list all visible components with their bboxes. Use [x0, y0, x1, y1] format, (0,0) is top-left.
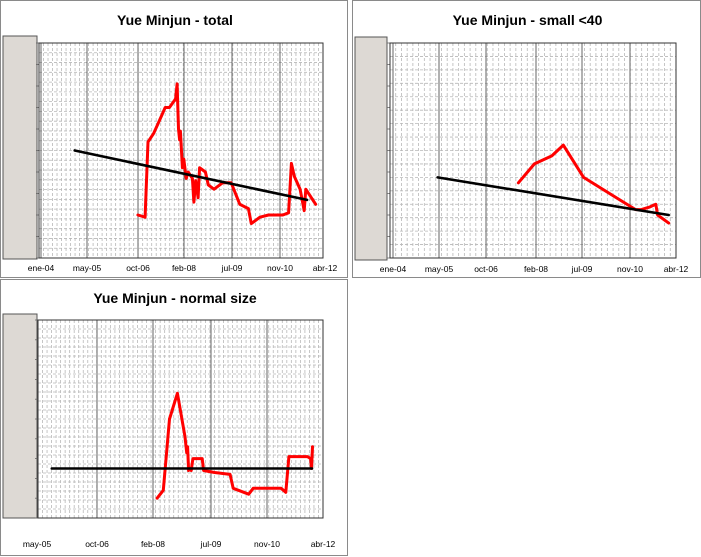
plot-area — [37, 319, 324, 519]
x-tick-label: ene-04 — [380, 264, 407, 274]
x-tick-label: oct-06 — [85, 539, 109, 549]
plot-grid — [387, 42, 676, 259]
x-tick-label: may-05 — [73, 263, 102, 273]
chart-title: Yue Minjun - small <40 — [453, 12, 603, 28]
x-tick-label: nov-10 — [617, 264, 643, 274]
x-tick-label: nov-10 — [254, 539, 280, 549]
x-tick-label: feb-08 — [524, 264, 548, 274]
x-tick-label: feb-08 — [172, 263, 196, 273]
legend-box — [354, 36, 388, 261]
legend-box — [2, 35, 38, 260]
chart-title: Yue Minjun - normal size — [93, 290, 257, 306]
plot-grid — [35, 319, 323, 519]
x-tick-label: feb-08 — [141, 539, 165, 549]
chart-svg: Yue Minjun - normal size may-05 oct-06 feb-… — [2, 290, 336, 549]
trend-line — [436, 176, 671, 217]
price-series-line — [155, 391, 314, 500]
chart-svg: Yue Minjun - total ene-04 may-05 oct-06 feb-… — [2, 12, 338, 273]
x-tick-label: jul-09 — [221, 263, 243, 273]
chart-title: Yue Minjun - total — [117, 12, 233, 28]
x-tick-label: jul-09 — [200, 539, 222, 549]
chart-svg: Yue Minjun - small <40 ene-04 may-05 oct-06… — [354, 12, 689, 274]
x-tick-label: oct-06 — [474, 264, 498, 274]
legend-box — [2, 313, 38, 519]
x-tick-label: abr-12 — [311, 539, 336, 549]
x-tick-label: may-05 — [23, 539, 52, 549]
x-tick-label: oct-06 — [126, 263, 150, 273]
x-tick-label: ene-04 — [28, 263, 55, 273]
chart-panel-total: Yue Minjun - total ene-04 may-05 oct-06 feb-… — [0, 0, 348, 278]
x-tick-label: abr-12 — [313, 263, 338, 273]
chart-panel-normal: Yue Minjun - normal size may-05 oct-06 feb-… — [0, 279, 348, 556]
price-series-line — [516, 143, 671, 225]
x-tick-label: jul-09 — [571, 264, 593, 274]
price-series-line — [136, 82, 318, 226]
x-tick-label: may-05 — [425, 264, 454, 274]
trend-line — [73, 149, 309, 202]
x-tick-label: nov-10 — [267, 263, 293, 273]
plot-area — [389, 42, 677, 259]
chart-panel-small: Yue Minjun - small <40 ene-04 may-05 oct-06… — [352, 0, 701, 278]
x-tick-label: abr-12 — [664, 264, 689, 274]
plot-area — [38, 42, 324, 259]
